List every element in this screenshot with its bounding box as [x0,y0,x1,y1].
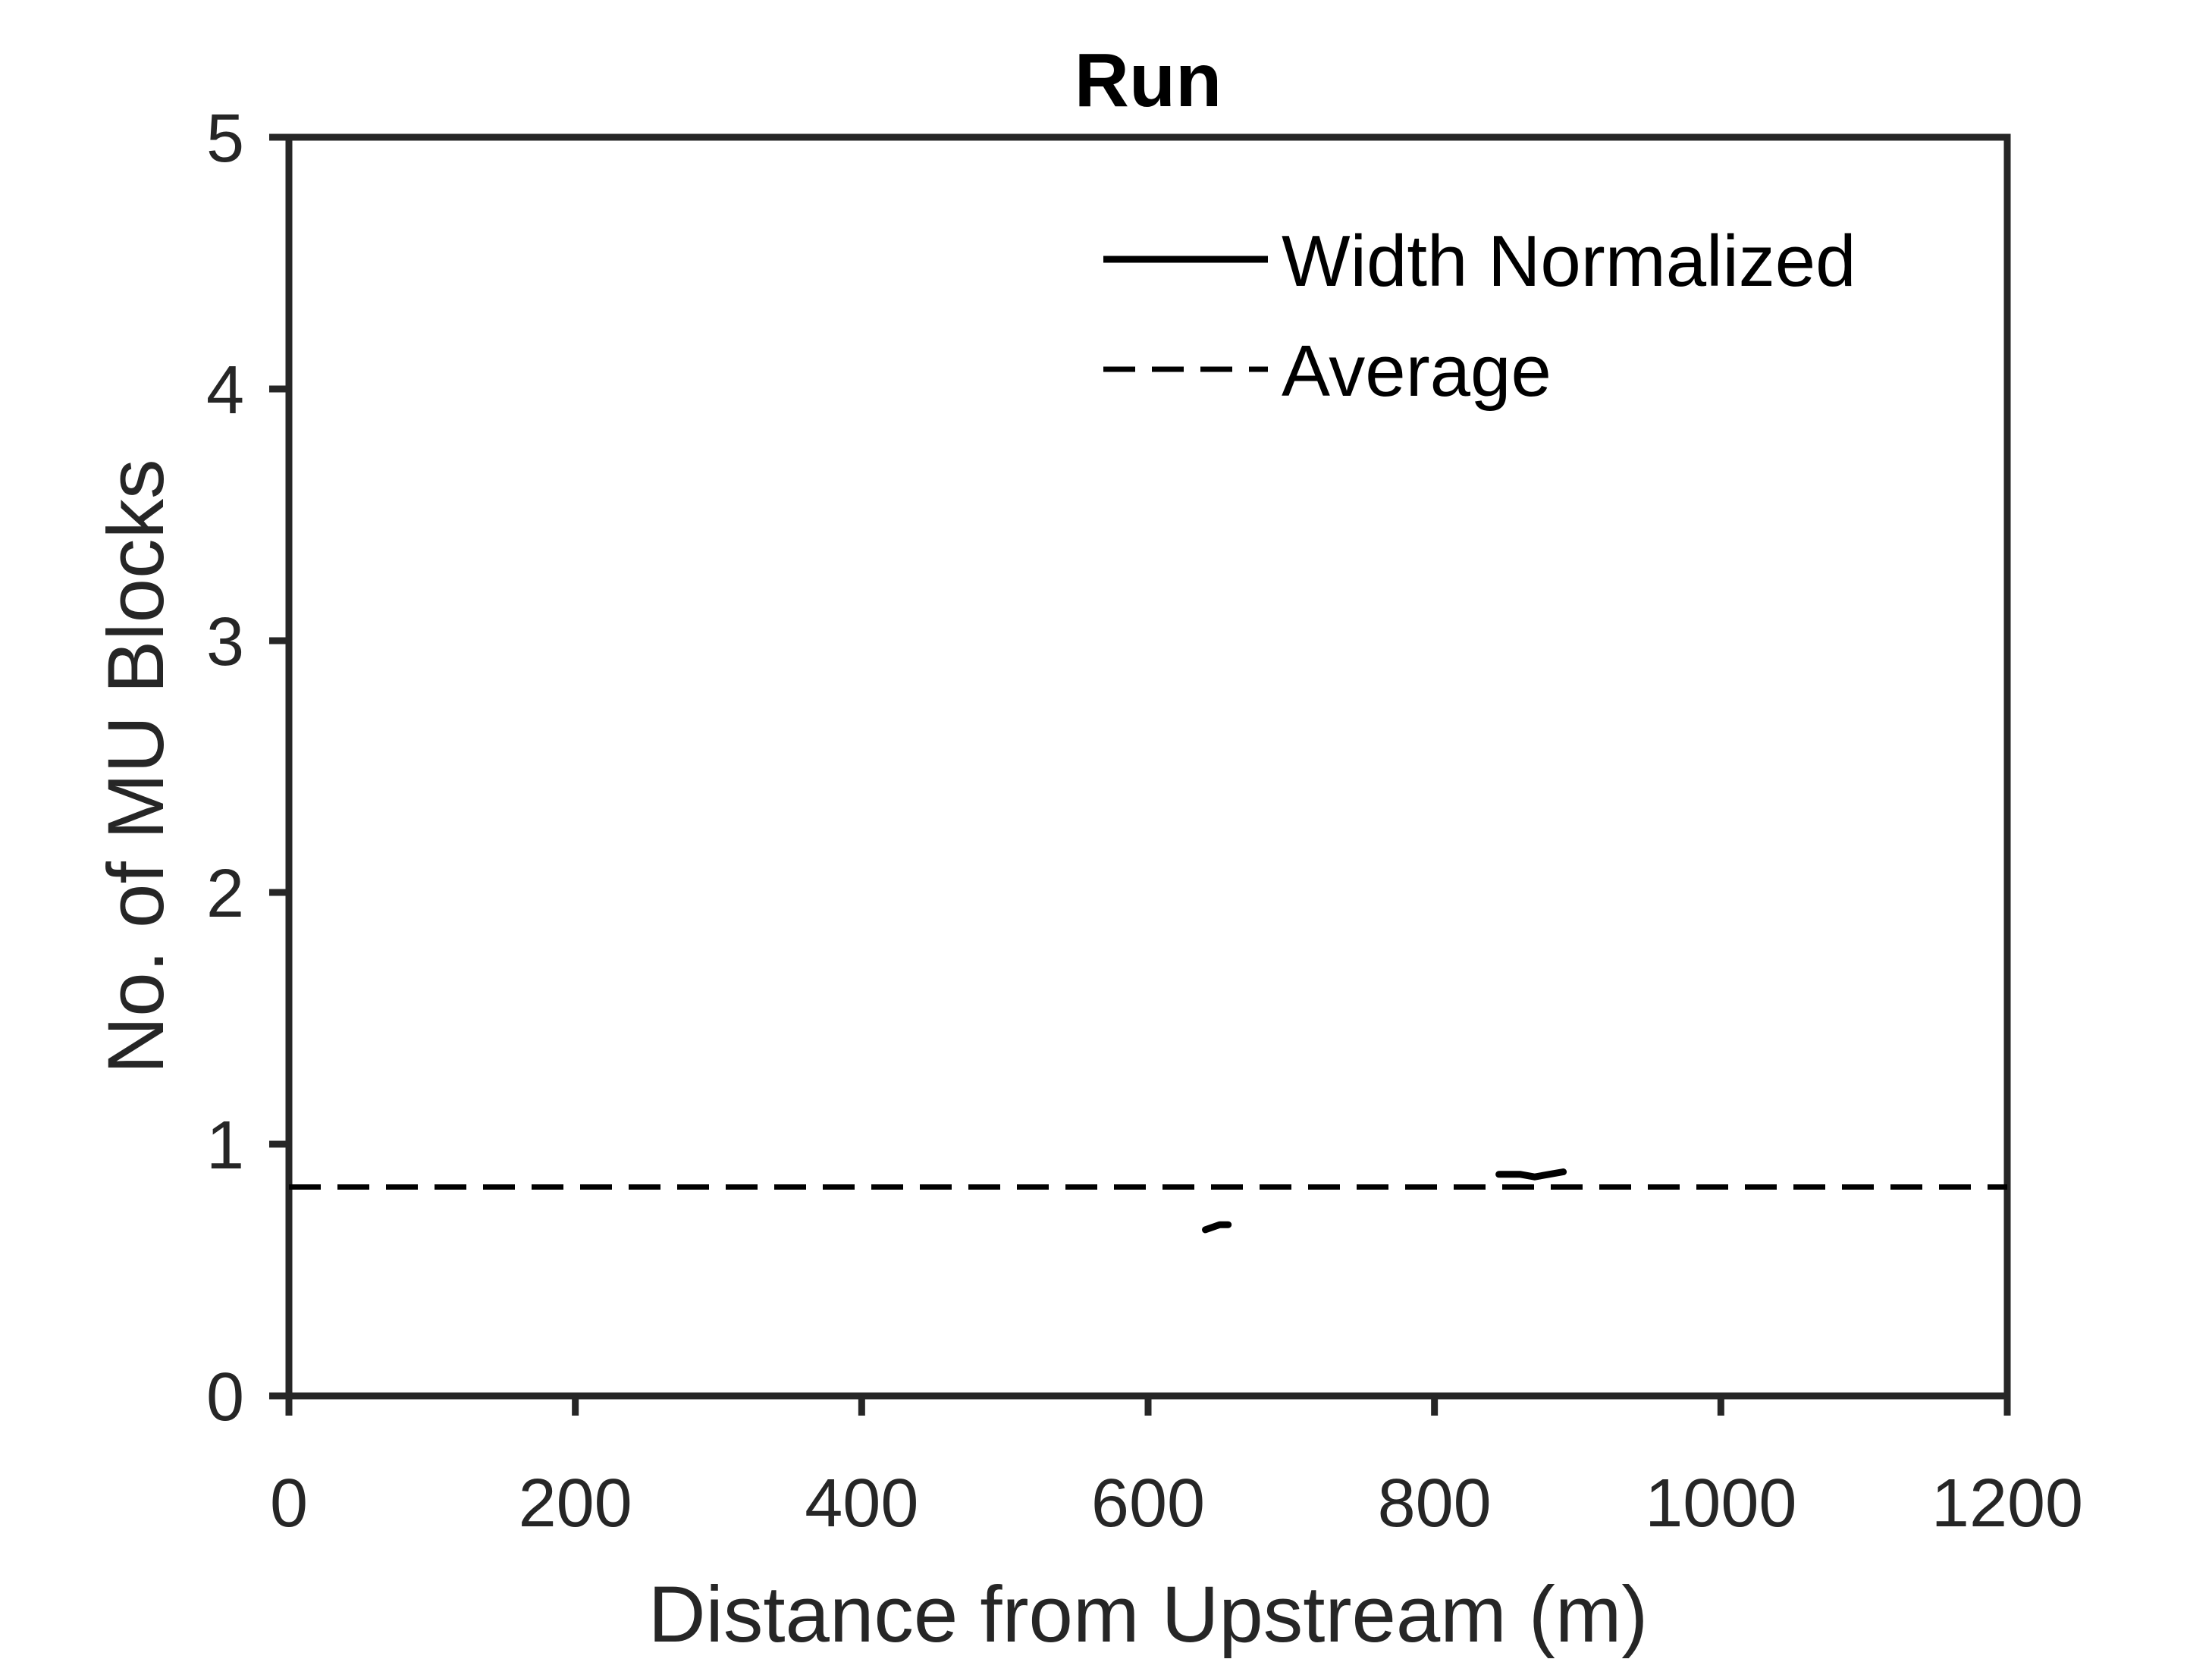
y-tick-label: 0 [206,1360,244,1435]
x-tick-label: 1200 [1931,1466,2083,1541]
x-tick-label: 800 [1378,1466,1492,1541]
y-axis: 0 1 2 3 4 5 [206,101,289,1435]
x-tick-label: 0 [270,1466,308,1541]
plot-frame [285,133,2011,1400]
series-layer [289,1168,2007,1234]
x-tick-label: 200 [519,1466,632,1541]
legend-label-average: Average [1282,331,1552,412]
x-tick-label: 400 [805,1466,918,1541]
y-tick-label: 3 [206,604,244,680]
y-axis-label: No. of MU Blocks [92,459,180,1074]
legend-label-width-normalized: Width Normalized [1282,221,1856,302]
y-tick-label: 4 [206,353,244,428]
y-tick-label: 5 [206,101,244,177]
x-axis-label: Distance from Upstream (m) [648,1570,1649,1659]
x-tick-label: 600 [1091,1466,1205,1541]
y-tick-label: 1 [206,1108,244,1184]
width-normalized-line-segment [1202,1221,1232,1234]
x-tick-label: 1000 [1645,1466,1796,1541]
legend: Width Normalized Average [1103,221,1856,412]
y-tick-label: 2 [206,856,244,932]
x-axis: 0 200 400 600 800 1000 1200 [270,1396,2083,1541]
width-normalized-line-segment [1495,1168,1567,1181]
plot-area [285,133,2011,1400]
chart-title: Run [1075,38,1222,123]
